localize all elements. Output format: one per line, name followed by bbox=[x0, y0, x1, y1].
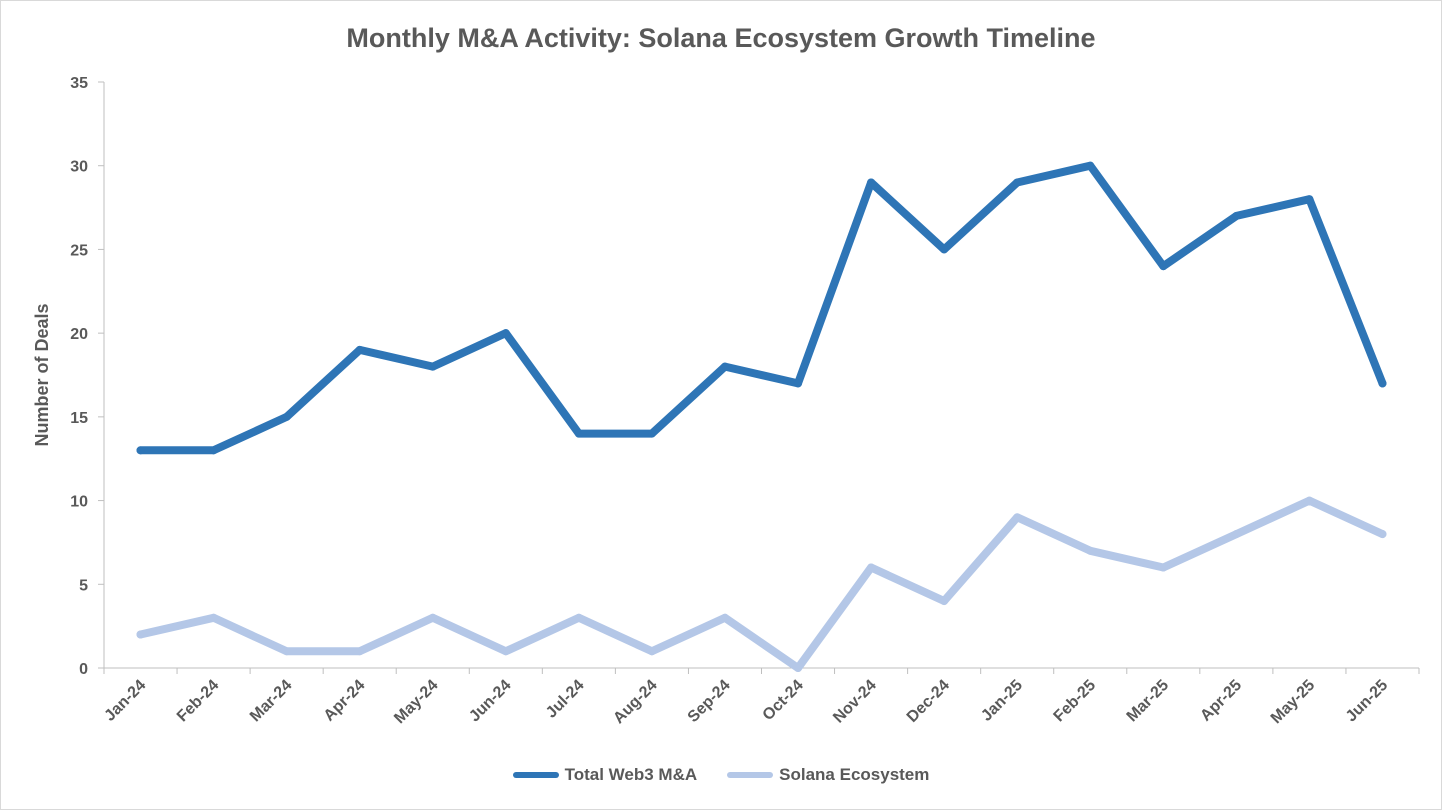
x-tick-label: Sep-24 bbox=[685, 677, 734, 726]
x-tick-label: Feb-25 bbox=[1051, 677, 1100, 726]
data-point bbox=[501, 329, 510, 338]
data-point bbox=[1159, 563, 1168, 572]
x-tick-label: Aug-24 bbox=[610, 677, 660, 727]
data-point bbox=[355, 647, 364, 656]
data-point bbox=[647, 429, 656, 438]
data-point bbox=[1305, 195, 1314, 204]
data-point bbox=[501, 647, 510, 656]
y-tick-label: 35 bbox=[70, 75, 88, 92]
x-tick-label: Jun-25 bbox=[1343, 677, 1392, 726]
x-tick-label: Jul-24 bbox=[543, 677, 588, 722]
y-tick-label: 25 bbox=[70, 242, 88, 259]
data-point bbox=[209, 446, 218, 455]
x-tick-label: Jun-24 bbox=[466, 677, 515, 726]
x-tick-label: Oct-24 bbox=[760, 677, 807, 724]
x-tick-label: Apr-24 bbox=[321, 677, 369, 725]
data-point bbox=[209, 613, 218, 622]
x-tick-label: Apr-25 bbox=[1197, 677, 1245, 725]
data-point bbox=[940, 597, 949, 606]
x-tick-label: May-24 bbox=[391, 677, 441, 727]
y-tick-label: 30 bbox=[70, 159, 88, 176]
data-point bbox=[355, 345, 364, 354]
data-point bbox=[428, 613, 437, 622]
x-tick-label: Jan-25 bbox=[978, 677, 1026, 725]
data-point bbox=[136, 446, 145, 455]
y-axis: 0 5 10 15 20 25 30 35 bbox=[70, 75, 105, 678]
y-tick-label: 10 bbox=[70, 494, 88, 511]
data-point bbox=[720, 362, 729, 371]
series-layer bbox=[136, 161, 1387, 672]
x-tick-label: Feb-24 bbox=[174, 677, 223, 726]
data-point bbox=[794, 379, 803, 388]
data-point bbox=[867, 178, 876, 187]
data-point bbox=[1378, 530, 1387, 539]
data-point bbox=[282, 412, 291, 421]
series-line-solana bbox=[136, 496, 1387, 672]
data-point bbox=[720, 613, 729, 622]
data-point bbox=[1086, 546, 1095, 555]
x-axis: Jan-24 Feb-24 Mar-24 Apr-24 May-24 Jun-24 Jul-… bbox=[101, 667, 1420, 727]
data-point bbox=[282, 647, 291, 656]
y-tick-label: 5 bbox=[79, 577, 88, 594]
legend-swatch bbox=[727, 772, 774, 778]
data-point bbox=[136, 630, 145, 639]
data-point bbox=[1378, 379, 1387, 388]
data-point bbox=[1013, 178, 1022, 187]
y-tick-label: 15 bbox=[70, 410, 88, 427]
data-point bbox=[647, 647, 656, 656]
data-point bbox=[574, 429, 583, 438]
legend-item: Solana Ecosystem bbox=[727, 765, 929, 785]
x-tick-label: Nov-24 bbox=[830, 677, 880, 727]
chart-title: Monthly M&A Activity: Solana Ecosystem G… bbox=[346, 23, 1096, 53]
data-point bbox=[1159, 262, 1168, 271]
legend-item: Total Web3 M&A bbox=[512, 765, 698, 785]
data-point bbox=[1305, 496, 1314, 505]
y-tick-label: 0 bbox=[79, 661, 88, 678]
x-tick-label: May-25 bbox=[1268, 677, 1318, 727]
legend-label: Solana Ecosystem bbox=[779, 765, 930, 784]
data-point bbox=[1086, 161, 1095, 170]
data-point bbox=[428, 362, 437, 371]
y-axis-title: Number of Deals bbox=[32, 303, 52, 446]
legend-swatch bbox=[512, 772, 559, 778]
series-line-total-web3 bbox=[136, 161, 1387, 455]
x-tick-label: Mar-24 bbox=[247, 677, 296, 726]
data-point bbox=[940, 245, 949, 254]
legend-label: Total Web3 M&A bbox=[564, 765, 698, 784]
x-tick-label: Dec-24 bbox=[904, 677, 953, 726]
data-point bbox=[1232, 211, 1241, 220]
data-point bbox=[1232, 530, 1241, 539]
x-tick-label: Jan-24 bbox=[101, 677, 149, 725]
data-point bbox=[1013, 513, 1022, 522]
data-point bbox=[794, 664, 803, 672]
x-tick-label: Mar-25 bbox=[1124, 677, 1173, 726]
y-tick-label: 20 bbox=[70, 326, 88, 343]
legend: Total Web3 M&A Solana Ecosystem bbox=[1, 765, 1441, 785]
data-point bbox=[867, 563, 876, 572]
data-point bbox=[574, 613, 583, 622]
